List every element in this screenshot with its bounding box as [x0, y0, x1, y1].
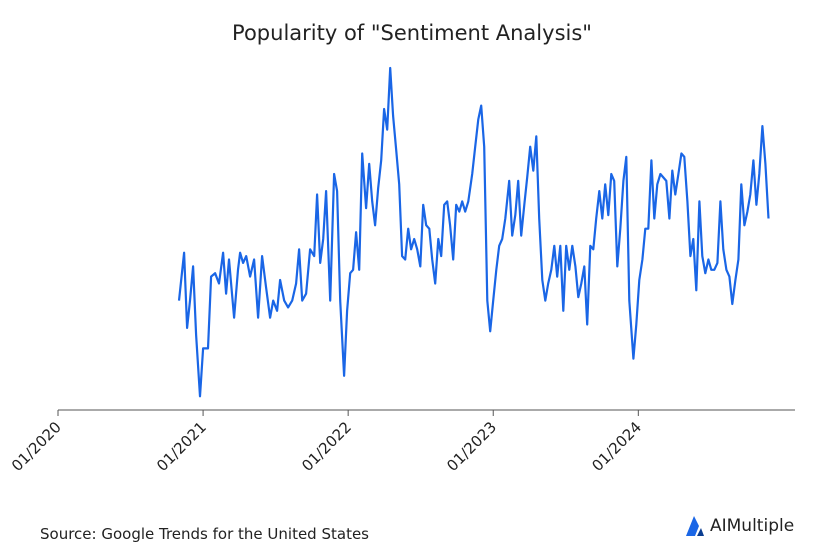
logo-icon [697, 528, 704, 536]
x-tick-label: 01/2023 [443, 418, 500, 475]
x-tick-label: 01/2020 [8, 418, 65, 475]
x-tick-label: 01/2022 [298, 418, 355, 475]
trend-line [177, 66, 770, 398]
brand-name: AIMultiple [710, 516, 794, 536]
x-tick-label: 01/2024 [588, 418, 645, 475]
logo-icon [686, 516, 699, 536]
source-note: Source: Google Trends for the United Sta… [40, 525, 369, 543]
brand-logo: AIMultiple [686, 516, 794, 536]
chart-title: Popularity of "Sentiment Analysis" [232, 21, 592, 45]
x-tick-label: 01/2021 [153, 418, 210, 475]
